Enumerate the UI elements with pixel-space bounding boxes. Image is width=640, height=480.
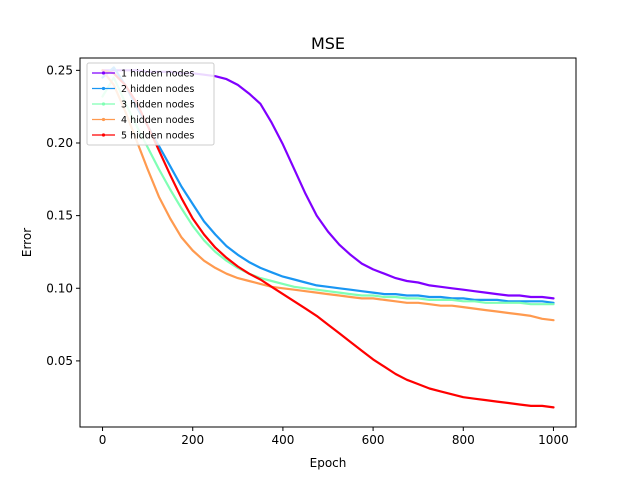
series-line-3 — [101, 76, 555, 306]
chart-title: MSE — [311, 34, 345, 53]
x-axis-label: Epoch — [310, 456, 347, 470]
x-tick-label: 400 — [271, 433, 294, 447]
y-axis-label: Error — [20, 228, 34, 257]
legend-label: 3 hidden nodes — [121, 100, 194, 111]
axis-ticks: 0 200 400 600 800 1000 0.05 0.10 0.15 0.20 0.25 — [46, 63, 568, 447]
series-line-4 — [101, 69, 555, 322]
x-tick-label: 1000 — [538, 433, 569, 447]
legend-label: 1 hidden nodes — [121, 69, 194, 80]
legend-box — [86, 62, 215, 146]
y-tick-label: 0.25 — [46, 63, 73, 77]
legend-marker — [101, 86, 106, 91]
legend-label: 5 hidden nodes — [121, 131, 194, 142]
x-tick-label: 0 — [99, 433, 107, 447]
series-line-2 — [101, 66, 555, 304]
x-tick-label: 200 — [181, 433, 204, 447]
legend-marker — [101, 71, 106, 75]
series-line-5 — [101, 69, 555, 409]
legend-marker — [101, 102, 106, 106]
legend-label: 2 hidden nodes — [121, 84, 194, 95]
legend-label: 4 hidden nodes — [121, 115, 194, 126]
y-tick-label: 0.10 — [46, 281, 73, 295]
plot-frame — [79, 57, 577, 428]
x-tick-label: 600 — [362, 433, 385, 447]
y-tick-label: 0.20 — [46, 136, 73, 150]
legend-marker — [101, 133, 106, 137]
legend: 1 hidden nodes 2 hidden nodes 3 hidden nod… — [86, 62, 215, 146]
y-tick-label: 0.15 — [46, 209, 73, 223]
y-tick-label: 0.05 — [46, 354, 73, 368]
x-tick-label: 800 — [452, 433, 475, 447]
legend-marker — [101, 117, 106, 122]
